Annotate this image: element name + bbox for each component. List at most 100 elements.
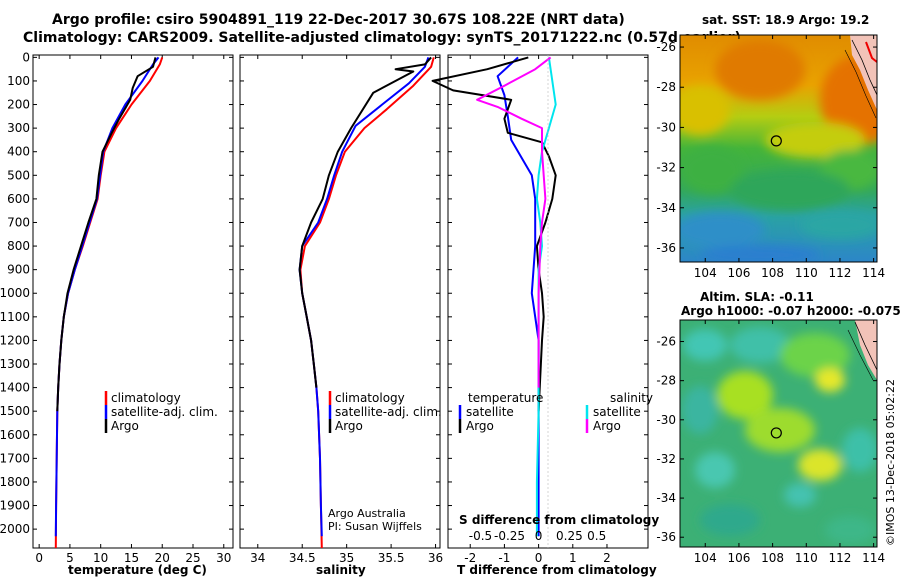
sst-map-panel: sat. SST: 18.9 Argo: 19.2 104 106 108 11 (656, 13, 885, 280)
x-tick-label: 0 (535, 551, 543, 565)
depth-tick-label: 500 (7, 168, 30, 182)
salinity-difference-scale: -0.5 -0.25 0 0.25 0.5 (469, 529, 606, 543)
series-line-argo (56, 57, 157, 412)
sst-map-title: sat. SST: 18.9 Argo: 19.2 (702, 13, 869, 27)
credit-line-1: Argo Australia (328, 507, 406, 520)
top-scale-label: 0.5 (587, 529, 606, 543)
x-tick-label: 35 (339, 551, 354, 565)
x-tick-label: 0 (35, 551, 43, 565)
salinity-xlabel: salinity (316, 563, 366, 577)
temperature-difference-x-axis: -2 -1 0 1 2 (464, 55, 611, 565)
x-tick-label: 34.5 (289, 551, 316, 565)
series-line-argo (298, 56, 432, 388)
depth-tick-label: 1000 (0, 286, 30, 300)
depth-tick-label: 700 (7, 215, 30, 229)
depth-axis: 0 100 200 300 400 500 600 700 800 900 1000 1100 1200… (0, 50, 233, 536)
depth-tick-label: 1300 (0, 357, 30, 371)
credit-line-2: PI: Susan Wijffels (328, 520, 422, 533)
depth-tick-label: 0 (22, 50, 30, 64)
difference-xlabel: T difference from climatology (457, 563, 657, 577)
temperature-series (54, 56, 164, 549)
salinity-series (298, 56, 435, 549)
x-tick-label: 20 (155, 551, 170, 565)
legend-label-satellite: satellite-adj. clim. (335, 405, 442, 419)
sla-map-subtitle: Argo h1000: -0.07 h2000: -0.075 (681, 304, 900, 318)
depth-tick-label: 400 (7, 145, 30, 159)
lon-tick-label: 104 (694, 551, 717, 565)
legend-label-climatology: climatology (335, 391, 405, 405)
lon-tick-label: 114 (862, 266, 885, 280)
x-tick-label: 10 (93, 551, 108, 565)
x-tick-label: -2 (464, 551, 476, 565)
depth-tick-label: 300 (7, 121, 30, 135)
legend-label-temp-argo: Argo (466, 419, 494, 433)
lat-tick-label: -30 (656, 120, 676, 134)
figure-title-line1: Argo profile: csiro 5904891_119 22-Dec-2… (52, 12, 625, 28)
x-tick-label: 34 (250, 551, 265, 565)
depth-tick-label: 2000 (0, 522, 30, 536)
depth-tick-label: 900 (7, 263, 30, 277)
salinity-x-axis: 34 34.5 35 35.5 36 (250, 55, 443, 565)
lon-tick-label: 110 (795, 551, 818, 565)
lat-tick-label: -34 (656, 201, 676, 215)
depth-tick-label: 1600 (0, 428, 30, 442)
sla-map-panel: Altim. SLA: -0.11 Argo h1000: -0.07 h200… (656, 290, 900, 565)
depth-tick-label: 1700 (0, 451, 30, 465)
x-tick-label: 35.5 (378, 551, 405, 565)
legend-label-argo: Argo (111, 419, 139, 433)
lat-tick-label: -30 (656, 413, 676, 427)
series-line-salinity-argo (476, 56, 552, 388)
depth-tick-label: 100 (7, 74, 30, 88)
top-scale-label: -0.25 (494, 529, 525, 543)
x-tick-label: -1 (498, 551, 510, 565)
series-line-temperature-satellite (496, 56, 540, 537)
legend-label-satellite: satellite-adj. clim. (111, 405, 218, 419)
x-tick-label: 1 (569, 551, 577, 565)
lon-tick-label: 108 (761, 266, 784, 280)
lat-tick-label: -32 (656, 161, 676, 175)
difference-legend: temperature salinity satellite Argo sate… (458, 391, 653, 433)
lon-tick-label: 112 (829, 551, 852, 565)
lon-tick-label: 112 (829, 266, 852, 280)
legend-label-temp-satellite: satellite (466, 405, 514, 419)
depth-tick-label: 1100 (0, 310, 30, 324)
x-tick-label: 36 (428, 551, 443, 565)
temperature-xlabel: temperature (deg C) (68, 563, 207, 577)
sst-map-axes: 104 106 108 110 112 114 -26 -28 -30 -32 -34 -36 (656, 35, 885, 280)
lon-tick-label: 106 (727, 266, 750, 280)
salinity-legend: climatology satellite-adj. clim. Argo (328, 391, 442, 433)
lon-tick-label: 108 (761, 551, 784, 565)
depth-tick-label: 1900 (0, 499, 30, 513)
salinity-panel: 34 34.5 35 35.5 36 salinity climatology sate… (239, 54, 443, 577)
lon-tick-label: 104 (694, 266, 717, 280)
salinity-axes-frame (239, 54, 441, 549)
legend-label-climatology: climatology (111, 391, 181, 405)
sla-map-frame (679, 319, 878, 548)
legend-title-temperature: temperature (468, 391, 543, 405)
series-line-climatology (54, 57, 164, 549)
temperature-axes-frame (32, 54, 234, 549)
x-tick-label: 15 (124, 551, 139, 565)
legend-title-salinity: salinity (610, 391, 653, 405)
sst-map-frame (679, 34, 878, 263)
difference-series (431, 56, 557, 537)
depth-tick-label: 1800 (0, 475, 30, 489)
lat-tick-label: -28 (656, 374, 676, 388)
sla-map-field (680, 320, 877, 547)
x-tick-label: 2 (603, 551, 611, 565)
sla-map-axes: 104 106 108 110 112 114 -26 -28 -30 -32 -34 -36 (656, 320, 885, 565)
lat-tick-label: -32 (656, 452, 676, 466)
sla-map-title: Altim. SLA: -0.11 (700, 290, 814, 304)
lat-tick-label: -36 (656, 530, 676, 544)
legend-label-argo: Argo (335, 419, 363, 433)
lon-tick-label: 114 (862, 551, 885, 565)
top-scale-label: 0 (535, 529, 543, 543)
x-tick-label: 30 (216, 551, 231, 565)
sla-profile-location-marker (770, 427, 782, 439)
temperature-x-axis: 0 5 10 15 20 25 30 (35, 55, 231, 565)
lon-tick-label: 106 (727, 551, 750, 565)
figure-title-line2: Climatology: CARS2009. Satellite-adjuste… (23, 30, 741, 46)
lat-tick-label: -26 (656, 40, 676, 54)
x-tick-label: 25 (185, 551, 200, 565)
